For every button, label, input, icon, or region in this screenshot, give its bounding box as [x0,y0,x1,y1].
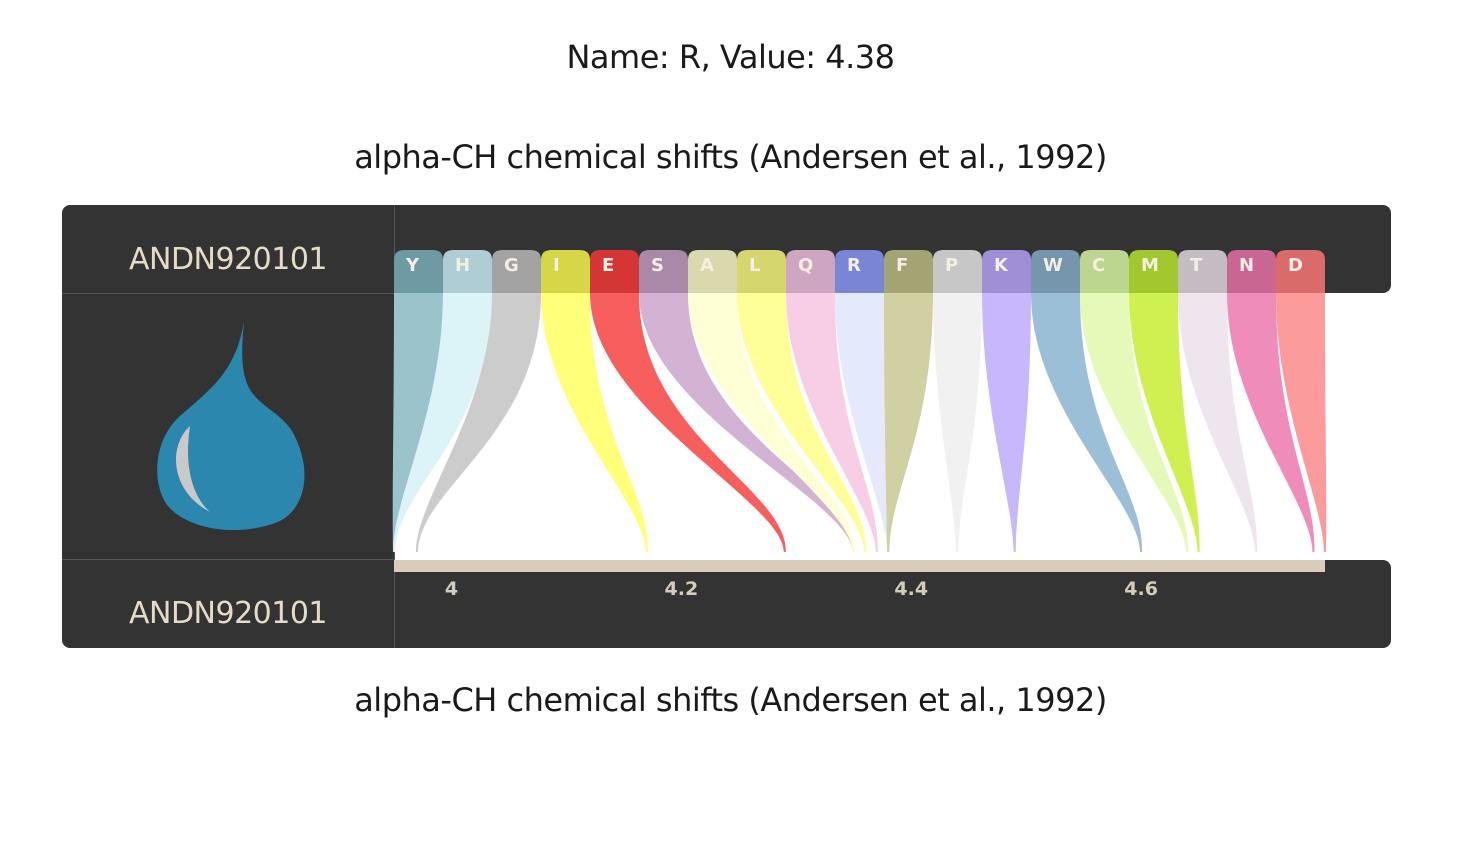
tab-label-s: S [651,255,664,276]
tab-label-f: F [896,255,908,276]
tab-s[interactable] [639,250,688,293]
water-drop-icon [157,321,305,531]
tab-q[interactable] [786,250,835,293]
tab-label-i: I [553,255,560,276]
tab-label-r: R [847,255,861,276]
tab-label-e: E [602,255,614,276]
tab-k[interactable] [982,250,1031,293]
hover-value: 4.38 [825,38,895,76]
hover-value-prefix: , Value: [700,38,826,76]
tab-c[interactable] [1080,250,1129,293]
tab-label-y: Y [405,255,420,276]
ribbon-l[interactable] [737,293,867,552]
tab-m[interactable] [1129,250,1178,293]
ribbon-k[interactable] [982,293,1031,552]
ribbon-w[interactable] [1031,293,1143,552]
tab-n[interactable] [1227,250,1276,293]
axis-panel [394,560,1391,648]
tab-r[interactable] [835,250,884,293]
tab-label-w: W [1043,255,1063,276]
tab-label-l: L [749,255,760,276]
tab-p[interactable] [933,250,982,293]
ribbon-r[interactable] [835,293,890,552]
ribbon-a[interactable] [688,293,855,552]
panel-divider-bottom [62,559,394,560]
hover-readout: Name: R, Value: 4.38 [0,38,1461,76]
index-code-bottom: ANDN920101 [128,596,328,631]
chart-title-top: alpha-CH chemical shifts (Andersen et al… [354,138,1107,176]
tab-h[interactable] [443,250,492,293]
ribbon-c[interactable] [1080,293,1189,552]
ribbon-h[interactable] [392,293,492,552]
ribbon-s[interactable] [639,293,855,552]
tab-label-t: T [1190,255,1203,276]
tab-label-h: H [455,255,470,276]
index-code-top: ANDN920101 [128,242,328,277]
tab-a[interactable] [688,250,737,293]
tab-label-c: C [1092,255,1105,276]
x-tick-label: 4.2 [665,578,699,600]
hover-name: R [678,38,701,76]
tab-w[interactable] [1031,250,1080,293]
axis-bar [394,560,1325,572]
tab-label-p: P [945,255,958,276]
tab-l[interactable] [737,250,786,293]
x-tick-label: 4 [445,578,458,600]
hover-name-prefix: Name: [566,38,679,76]
tab-d[interactable] [1276,250,1325,293]
tab-t[interactable] [1178,250,1227,293]
ribbon-p[interactable] [933,293,982,552]
ribbon-t[interactable] [1178,293,1258,552]
tab-label-m: M [1141,255,1159,276]
x-tick-label: 4.6 [1124,578,1158,600]
tab-i[interactable] [541,250,590,293]
ribbon-n[interactable] [1227,293,1315,552]
panel-divider-top [62,293,394,294]
chart-title-bottom: alpha-CH chemical shifts (Andersen et al… [354,681,1107,719]
ribbon-f[interactable] [884,293,933,552]
tab-y[interactable] [394,250,443,293]
tab-label-n: N [1239,255,1254,276]
tab-label-d: D [1288,255,1303,276]
tab-e[interactable] [590,250,639,293]
ribbon-y[interactable] [392,293,443,552]
ribbon-m[interactable] [1129,293,1200,552]
tab-label-g: G [504,255,519,276]
ribbon-q[interactable] [786,293,878,552]
x-tick-label: 4.4 [894,578,928,600]
tab-label-k: K [994,255,1009,276]
tab-f[interactable] [884,250,933,293]
ribbon-e[interactable] [590,293,786,552]
ribbon-g[interactable] [415,293,541,552]
tab-label-q: Q [798,255,813,276]
tab-g[interactable] [492,250,541,293]
ribbon-i[interactable] [541,293,648,552]
ribbon-d[interactable] [1276,293,1327,552]
tab-label-a: A [700,255,714,276]
